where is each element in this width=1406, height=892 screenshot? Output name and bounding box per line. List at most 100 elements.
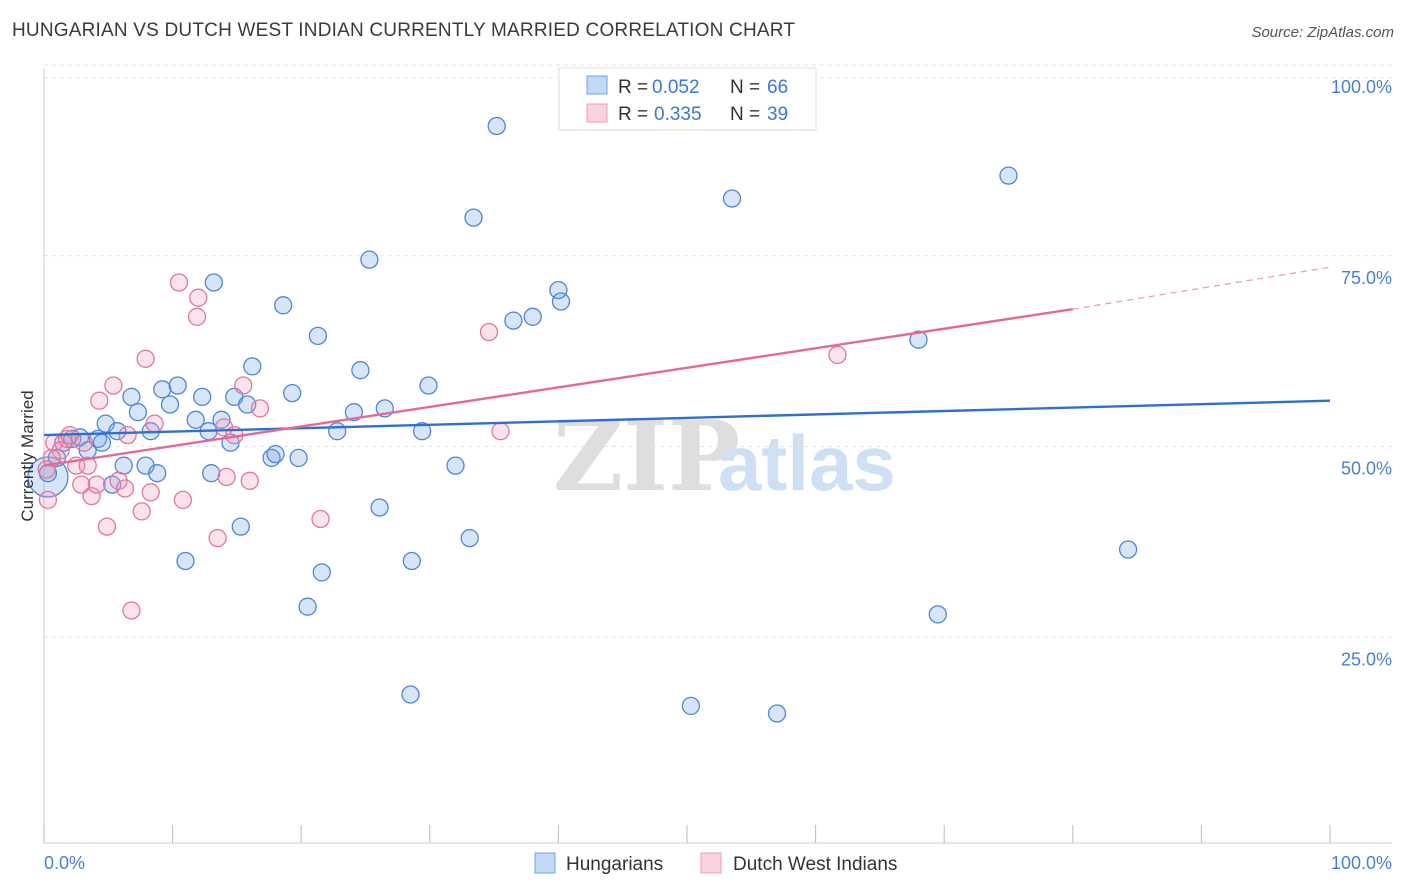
point-hungarians <box>128 403 148 422</box>
point-hungarians <box>401 685 420 704</box>
y-axis-label: Currently Married <box>18 390 37 521</box>
point-hungarians <box>909 330 928 349</box>
point-dutch-west-indians <box>240 471 259 490</box>
point-hungarians <box>298 597 317 616</box>
x-tick-label-start: 0.0% <box>44 853 85 873</box>
legend-n-value-1: 39 <box>767 104 788 125</box>
point-hungarians <box>266 444 285 464</box>
point-hungarians <box>168 376 187 395</box>
trend-line-hungarians <box>43 399 1331 437</box>
point-hungarians <box>928 605 947 624</box>
series-dutch-west-indians-points <box>37 273 847 620</box>
point-hungarians <box>344 403 364 422</box>
point-hungarians <box>274 296 293 315</box>
point-hungarians <box>767 704 787 723</box>
point-dutch-west-indians <box>250 399 270 418</box>
legend-swatch-hungarians <box>586 75 608 95</box>
chart-title: HUNGARIAN VS DUTCH WEST INDIAN CURRENTLY… <box>12 20 796 41</box>
point-hungarians <box>193 387 212 407</box>
point-hungarians <box>108 422 127 441</box>
point-dutch-west-indians <box>122 601 141 620</box>
point-dutch-west-indians <box>82 486 101 506</box>
point-dutch-west-indians <box>479 322 499 342</box>
point-hungarians <box>523 307 542 326</box>
point-dutch-west-indians <box>208 528 227 548</box>
point-dutch-west-indians <box>42 448 61 468</box>
point-hungarians <box>549 280 568 300</box>
point-hungarians <box>308 326 328 346</box>
y-tick-label-75: 75.0% <box>1341 268 1392 288</box>
point-hungarians <box>148 464 167 483</box>
point-hungarians <box>202 464 221 483</box>
point-dutch-west-indians <box>217 467 236 487</box>
point-hungarians <box>402 551 421 571</box>
point-hungarians <box>283 383 302 403</box>
trend-line-extension-dutch-west-indians <box>1072 266 1331 310</box>
legend-r-label-1: R = <box>618 104 648 125</box>
point-dutch-west-indians <box>189 288 208 307</box>
point-hungarians <box>122 387 141 407</box>
point-hungarians <box>204 273 223 292</box>
point-hungarians <box>460 528 479 548</box>
source-credit: Source: ZipAtlas.com <box>1251 24 1394 41</box>
point-hungarians <box>231 517 250 536</box>
legend-n-label-1: N = <box>730 104 760 125</box>
series-legend: Hungarians Dutch West Indians <box>534 852 897 875</box>
stats-legend: R = 0.052 N = 66 R = 0.335 N = 39 <box>558 67 817 131</box>
point-dutch-west-indians <box>115 479 135 498</box>
point-hungarians <box>464 208 483 227</box>
point-hungarians <box>243 357 262 376</box>
point-hungarians <box>999 166 1018 185</box>
legend-r-label-0: R = <box>618 77 648 98</box>
point-hungarians <box>370 498 389 517</box>
point-dutch-west-indians <box>90 391 109 410</box>
point-hungarians <box>419 376 438 395</box>
point-hungarians <box>92 433 112 452</box>
legend-r-value-1: 0.335 <box>654 104 702 125</box>
point-dutch-west-indians <box>145 414 164 433</box>
point-dutch-west-indians <box>141 483 160 502</box>
point-hungarians <box>160 395 180 414</box>
point-hungarians <box>504 311 523 330</box>
point-dutch-west-indians <box>169 273 189 292</box>
point-dutch-west-indians <box>97 517 117 536</box>
point-dutch-west-indians <box>78 456 97 475</box>
point-dutch-west-indians <box>132 502 151 521</box>
point-dutch-west-indians <box>104 376 123 395</box>
legend-swatch-dutch-west-indians <box>586 103 608 123</box>
point-hungarians <box>412 422 432 441</box>
x-tick-label-end: 100.0% <box>1331 853 1392 873</box>
point-hungarians <box>360 250 379 269</box>
point-hungarians <box>551 292 571 311</box>
legend-r-value-0: 0.052 <box>652 77 700 98</box>
legend-bottom-swatch-hungarians <box>534 852 556 874</box>
point-dutch-west-indians <box>72 475 91 494</box>
point-hungarians <box>446 456 465 475</box>
trend-line-dutch-west-indians <box>43 307 1073 467</box>
point-dutch-west-indians <box>491 422 510 441</box>
point-hungarians <box>186 410 205 429</box>
point-dutch-west-indians <box>311 509 330 529</box>
legend-bottom-label-dutch-west-indians: Dutch West Indians <box>733 854 897 875</box>
x-ticks <box>43 825 1331 843</box>
point-dutch-west-indians <box>136 349 155 368</box>
legend-n-value-0: 66 <box>767 77 788 98</box>
point-hungarians <box>289 448 308 468</box>
y-tick-label-100: 100.0% <box>1331 77 1392 97</box>
point-hungarians <box>328 422 347 441</box>
point-dutch-west-indians <box>38 490 58 510</box>
y-tick-labels: 25.0% 50.0% 75.0% 100.0% <box>1331 77 1392 669</box>
point-hungarians <box>312 563 331 582</box>
point-hungarians <box>722 189 742 208</box>
point-dutch-west-indians <box>87 475 106 494</box>
legend-bottom-label-hungarians: Hungarians <box>566 854 663 875</box>
point-hungarians <box>681 696 701 716</box>
point-dutch-west-indians <box>234 376 253 395</box>
gridlines <box>44 64 1392 638</box>
point-hungarians <box>114 456 133 475</box>
trend-lines <box>43 266 1331 467</box>
point-hungarians <box>1118 540 1138 559</box>
point-hungarians <box>351 361 370 380</box>
point-dutch-west-indians <box>118 425 137 445</box>
